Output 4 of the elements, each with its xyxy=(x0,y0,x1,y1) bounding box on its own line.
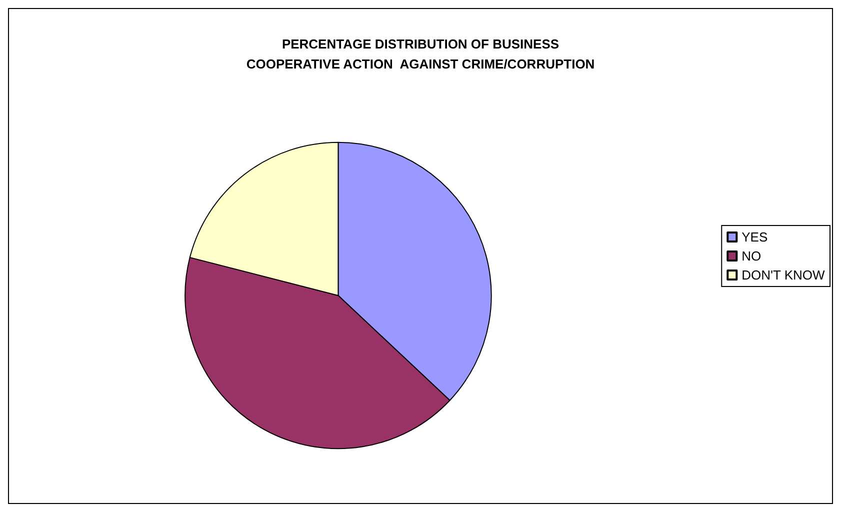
chart-title: PERCENTAGE DISTRIBUTION OF BUSINESS COOPERATIVE ACTION AGAINST CRIME/CORRUPTION xyxy=(246,36,595,72)
legend-label: DON'T KNOW xyxy=(742,268,826,282)
legend-label: NO xyxy=(742,248,762,264)
legend-label: YES xyxy=(742,230,768,244)
